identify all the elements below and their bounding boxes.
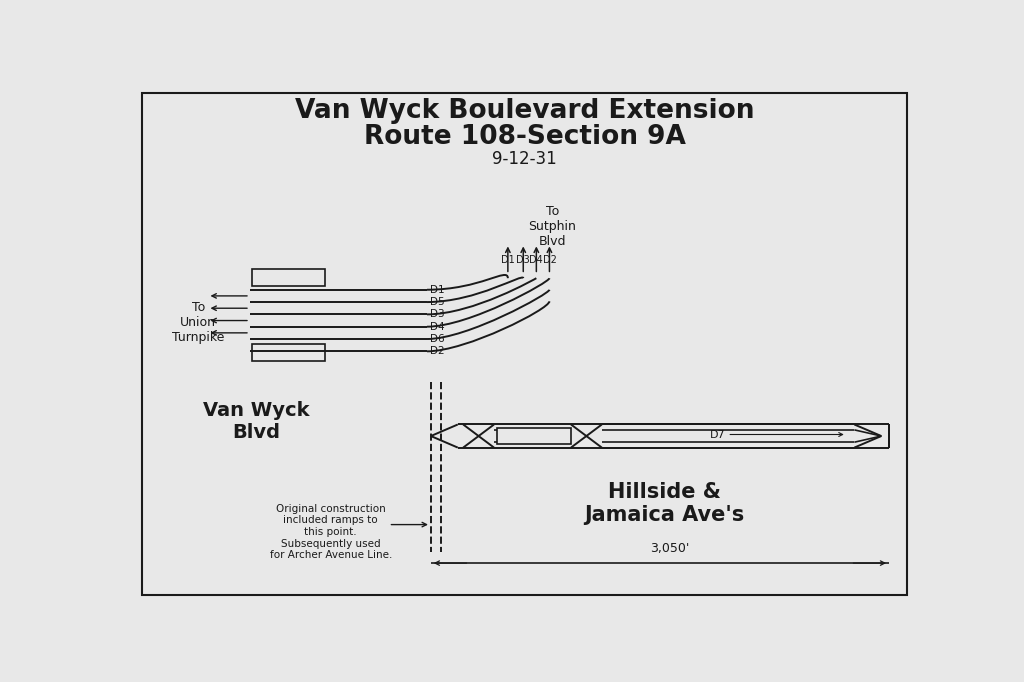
Text: Route 108-Section 9A: Route 108-Section 9A [364,124,686,150]
Text: D4: D4 [529,255,543,265]
Text: D2: D2 [430,346,444,356]
Bar [252,269,326,286]
Text: D7: D7 [710,430,725,439]
Text: D4: D4 [430,322,444,331]
Text: Hillside &
Jamaica Ave's: Hillside & Jamaica Ave's [584,482,744,525]
Text: D1: D1 [501,255,515,265]
Bar [497,428,571,444]
Text: To
Sutphin
Blvd: To Sutphin Blvd [528,205,577,248]
Text: Van Wyck Boulevard Extension: Van Wyck Boulevard Extension [295,98,755,124]
Text: D2: D2 [543,255,556,265]
Text: D1: D1 [430,285,444,295]
Text: Original construction
included ramps to
this point.
Subsequently used
for Archer: Original construction included ramps to … [269,504,392,560]
Text: Van Wyck
Blvd: Van Wyck Blvd [203,402,309,443]
Text: D5: D5 [430,297,444,307]
Bar [252,344,326,361]
Text: 9-12-31: 9-12-31 [493,150,557,168]
Text: D6: D6 [430,334,444,344]
Text: 3,050': 3,050' [650,542,689,555]
Text: D3: D3 [430,310,444,319]
Text: To
Union
Turnpike: To Union Turnpike [172,301,224,344]
Text: D3: D3 [516,255,530,265]
